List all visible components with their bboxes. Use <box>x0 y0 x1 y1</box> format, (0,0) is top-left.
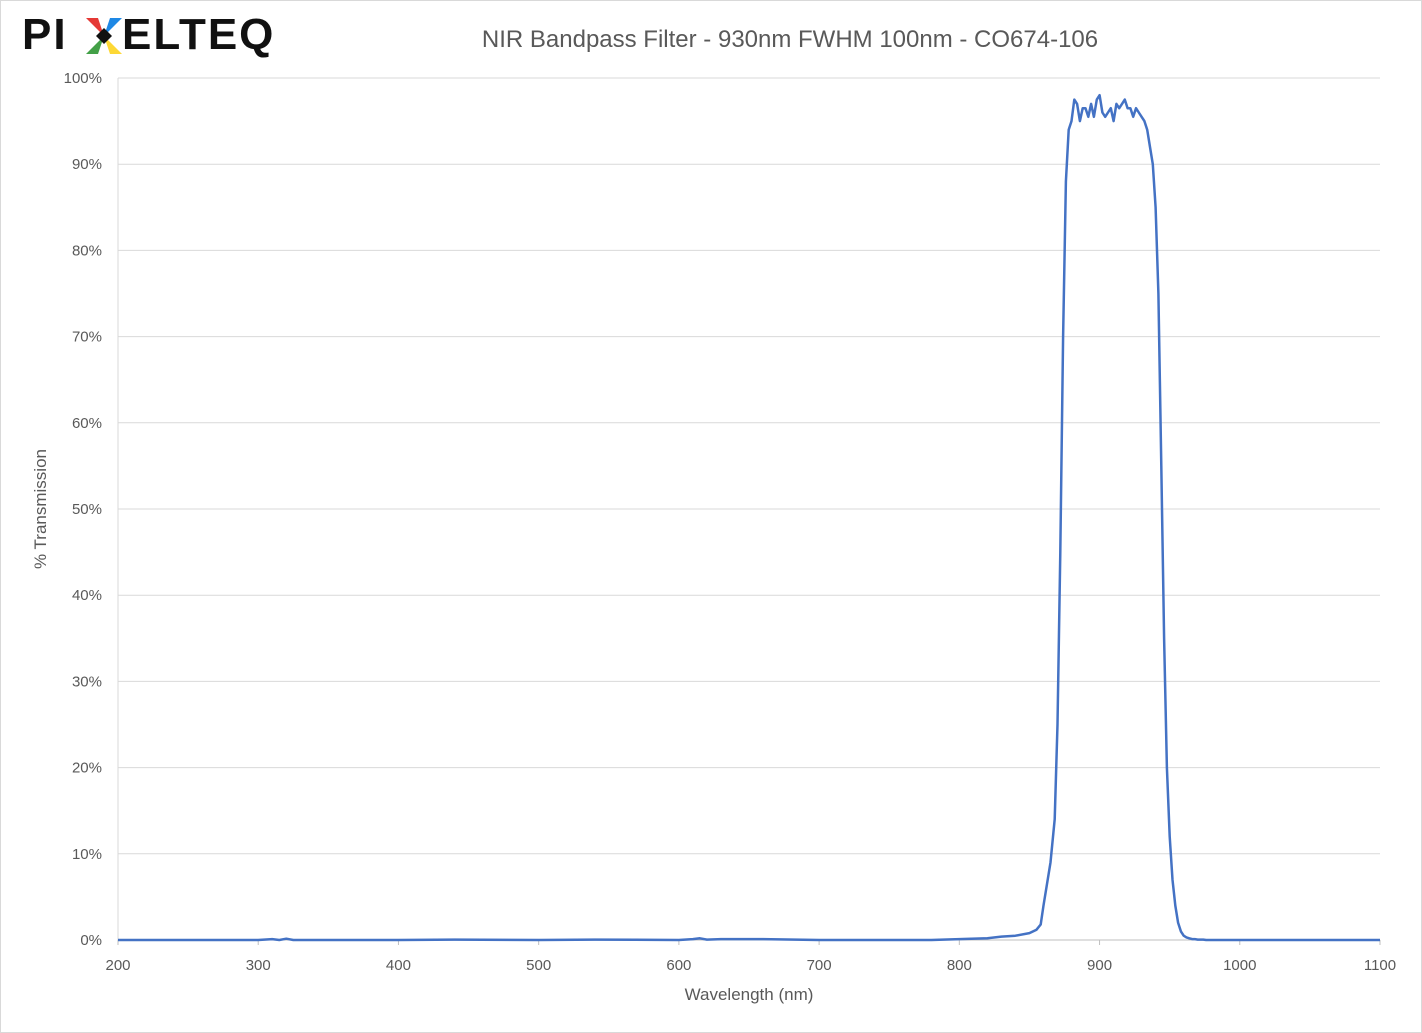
logo-text-right: ELTEQ <box>122 10 276 59</box>
x-tick-label: 700 <box>807 957 832 974</box>
series-line-transmission <box>118 93 1380 942</box>
x-tick-label: 300 <box>246 957 271 974</box>
logo-text-left: PI <box>22 10 68 59</box>
y-tick-label: 90% <box>72 156 102 173</box>
y-tick-label: 10% <box>72 846 102 863</box>
x-tick-label: 600 <box>666 957 691 974</box>
y-axis-title: % Transmission <box>31 449 50 569</box>
x-tick-label: 900 <box>1087 957 1112 974</box>
chart-title: NIR Bandpass Filter - 930nm FWHM 100nm -… <box>481 26 1099 53</box>
x-tick-label: 500 <box>526 957 551 974</box>
y-tick-label: 40% <box>72 587 102 604</box>
y-tick-label: 100% <box>64 70 102 87</box>
x-tick-label: 400 <box>386 957 411 974</box>
y-tick-label: 0% <box>80 932 102 949</box>
y-tick-label: 80% <box>72 242 102 259</box>
logo-x-mark-icon <box>86 18 122 54</box>
x-tick-label: 1000 <box>1223 957 1256 974</box>
y-tick-label: 70% <box>72 329 102 346</box>
y-tick-label: 50% <box>72 501 102 518</box>
y-tick-label: 20% <box>72 760 102 777</box>
x-tick-label: 200 <box>105 957 130 974</box>
y-tick-label: 60% <box>72 415 102 432</box>
x-tick-label: 800 <box>947 957 972 974</box>
y-tick-label: 30% <box>72 673 102 690</box>
x-tick-label: 1100 <box>1364 957 1396 974</box>
x-axis-title: Wavelength (nm) <box>685 985 814 1004</box>
